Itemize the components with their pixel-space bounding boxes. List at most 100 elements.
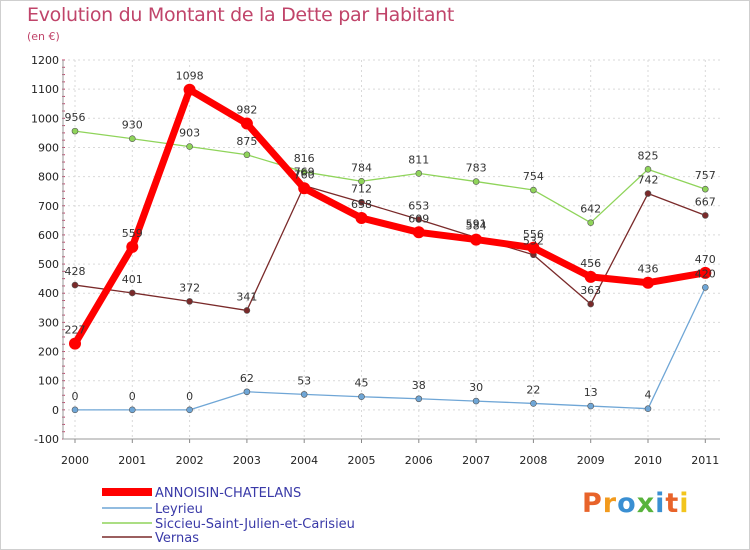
- data-point: [243, 151, 251, 159]
- legend-label: Siccieu-Saint-Julien-et-Carisieu: [155, 517, 355, 532]
- data-label: 53: [297, 374, 311, 387]
- y-tick-label: -100: [34, 433, 59, 446]
- data-label: 470: [695, 253, 716, 266]
- x-tick-label: 2008: [519, 454, 547, 467]
- data-point: [358, 177, 365, 185]
- x-tick-label: 2000: [61, 454, 89, 467]
- data-label: 811: [408, 153, 429, 166]
- x-tick-label: 2009: [577, 454, 605, 467]
- data-point: [355, 212, 368, 225]
- proxiti-logo: Proxiti: [582, 488, 690, 519]
- data-point: [530, 400, 537, 407]
- logo-letter: i: [655, 488, 666, 519]
- data-label: 436: [638, 263, 659, 276]
- data-point: [584, 270, 597, 283]
- data-point: [300, 391, 308, 398]
- y-tick-label: 800: [38, 171, 59, 184]
- data-label: 667: [695, 195, 716, 208]
- data-point: [183, 83, 196, 96]
- y-tick-label: 700: [38, 200, 59, 213]
- data-label: 363: [580, 284, 601, 297]
- data-label: 903: [179, 127, 200, 140]
- data-label: 420: [695, 267, 716, 280]
- y-tick-label: 400: [38, 287, 59, 300]
- data-point: [358, 393, 365, 401]
- x-tick-label: 2006: [405, 454, 433, 467]
- data-point: [587, 300, 595, 308]
- data-point: [701, 212, 709, 219]
- data-label: 45: [355, 377, 369, 390]
- data-point: [186, 406, 193, 414]
- data-point: [126, 240, 139, 253]
- data-point: [129, 135, 136, 143]
- data-label: 825: [638, 149, 659, 162]
- y-tick-label: 600: [38, 229, 59, 242]
- data-label: 456: [580, 257, 601, 270]
- data-point: [71, 127, 79, 135]
- y-tick-label: 500: [38, 258, 59, 271]
- data-label: 784: [351, 161, 372, 174]
- data-point: [642, 276, 654, 289]
- series-line: [74, 185, 706, 312]
- data-label: 956: [65, 111, 86, 124]
- data-label: 591: [466, 218, 487, 231]
- logo-letter: o: [617, 488, 637, 519]
- data-label: 0: [186, 390, 193, 403]
- axes: -100010020030040050060070080090010001100…: [31, 54, 720, 467]
- data-point: [644, 405, 652, 412]
- grid: [63, 59, 720, 440]
- data-label: 428: [65, 265, 86, 278]
- data-label: 609: [408, 212, 429, 225]
- data-point: [644, 190, 652, 197]
- data-point: [527, 241, 540, 254]
- data-label: 0: [129, 390, 136, 403]
- y-tick-label: 200: [38, 346, 59, 359]
- data-label: 769: [294, 166, 315, 179]
- y-tick-label: 1100: [31, 83, 59, 96]
- data-label: 4: [645, 389, 652, 402]
- data-point: [186, 298, 193, 305]
- data-labels: 0 0 0 62 53 45 38 30 22 13 4 420 956 930 903 875 816 784 8…: [65, 70, 716, 403]
- data-point: [472, 397, 480, 405]
- data-point: [644, 166, 652, 173]
- data-point: [243, 388, 251, 396]
- data-label: 742: [638, 174, 659, 187]
- data-point: [129, 289, 136, 297]
- data-label: 532: [523, 235, 544, 248]
- data-point: [587, 219, 595, 226]
- data-point: [415, 216, 423, 223]
- y-tick-label: 0: [52, 404, 59, 417]
- data-point: [240, 117, 253, 130]
- data-point: [472, 178, 480, 185]
- x-tick-label: 2005: [348, 454, 376, 467]
- legend: ANNOISIN-CHATELANSLeyrieuSiccieu-Saint-J…: [102, 486, 355, 546]
- x-tick-label: 2010: [634, 454, 662, 467]
- logo-letter: P: [582, 488, 603, 519]
- logo-letter: i: [679, 488, 690, 519]
- data-point: [358, 198, 365, 206]
- data-point: [415, 395, 423, 403]
- data-label: 62: [240, 372, 254, 385]
- y-tick-label: 300: [38, 316, 59, 329]
- data-label: 341: [236, 290, 257, 303]
- series-layer: [69, 83, 712, 414]
- data-point: [186, 143, 193, 150]
- logo-letter: t: [665, 488, 680, 519]
- data-label: 38: [412, 379, 426, 392]
- data-label: 754: [523, 170, 544, 183]
- y-tick-label: 900: [38, 141, 59, 154]
- data-label: 372: [179, 281, 200, 294]
- x-tick-label: 2004: [290, 454, 318, 467]
- data-label: 556: [523, 228, 544, 241]
- y-tick-label: 1200: [31, 54, 59, 67]
- y-tick-label: 1000: [31, 112, 59, 125]
- data-point: [701, 185, 709, 193]
- data-point: [129, 406, 136, 414]
- x-tick-label: 2001: [118, 454, 146, 467]
- chart-title: Evolution du Montant de la Dette par Hab…: [27, 4, 455, 26]
- data-point: [71, 406, 79, 414]
- data-point: [587, 402, 595, 410]
- data-label: 401: [122, 273, 143, 286]
